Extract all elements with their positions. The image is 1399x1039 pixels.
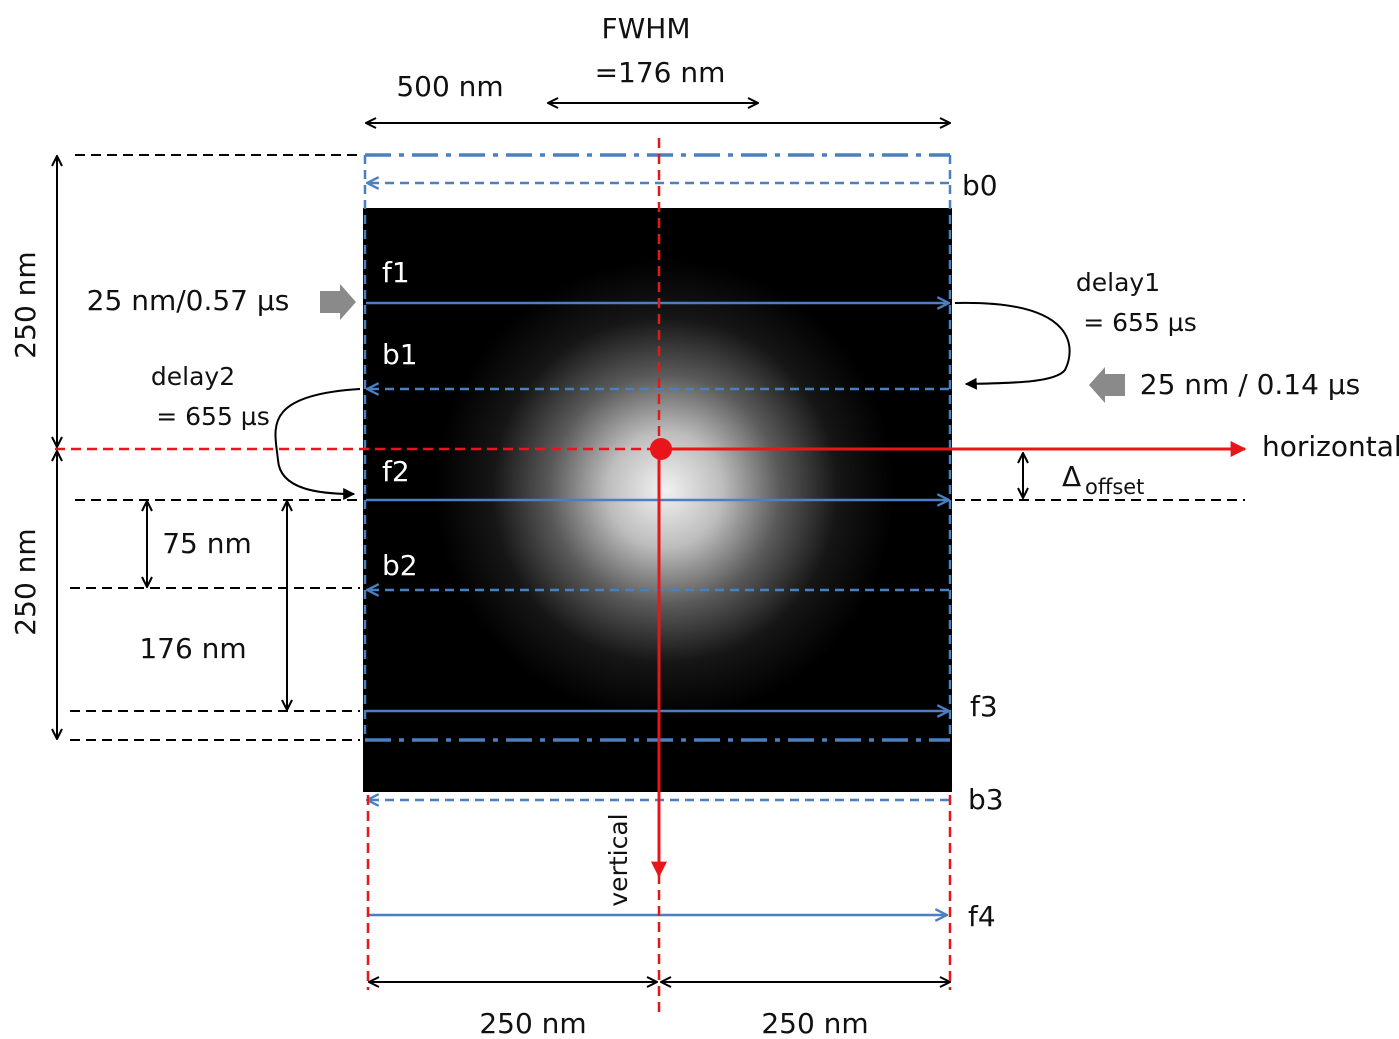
axis-label: vertical	[604, 813, 633, 906]
fwhm-value: =176 nm	[595, 56, 726, 89]
backward-speed: 25 nm / 0.14 µs	[1140, 368, 1360, 401]
guides	[57, 103, 1245, 982]
delay-value: = 655 µs	[156, 402, 270, 431]
delay-label: delay1	[1076, 268, 1160, 297]
scan-label: f1	[382, 256, 410, 289]
scan-label: f2	[382, 455, 410, 488]
step-label: 75 nm	[162, 527, 252, 560]
axes	[55, 138, 1247, 1015]
height-label: 250 nm	[9, 251, 42, 358]
scan-label: f3	[970, 690, 998, 723]
axis-label: horizontal	[1262, 430, 1399, 463]
scan-label: b3	[968, 783, 1004, 816]
scan-label: f4	[968, 900, 996, 933]
fwhm-height: 176 nm	[139, 632, 246, 665]
offset-symbol: Δ	[1062, 460, 1081, 493]
height-label: 250 nm	[9, 528, 42, 635]
width-label: 500 nm	[396, 70, 503, 103]
half-width: 250 nm	[479, 1007, 586, 1039]
scan-label: b1	[382, 338, 418, 371]
scan-label: b2	[382, 549, 418, 582]
delay-label: delay2	[151, 362, 235, 391]
scan-label: b0	[962, 169, 998, 202]
offset-subscript: offset	[1085, 475, 1144, 499]
delay-value: = 655 µs	[1083, 308, 1197, 337]
forward-speed: 25 nm/0.57 µs	[87, 284, 290, 317]
labels: FWHM =176 nm 500 nm b0 f1 b1 f2 b2 f3 b3…	[9, 12, 1399, 1039]
half-width: 250 nm	[761, 1007, 868, 1039]
fwhm: FWHM	[601, 12, 690, 45]
